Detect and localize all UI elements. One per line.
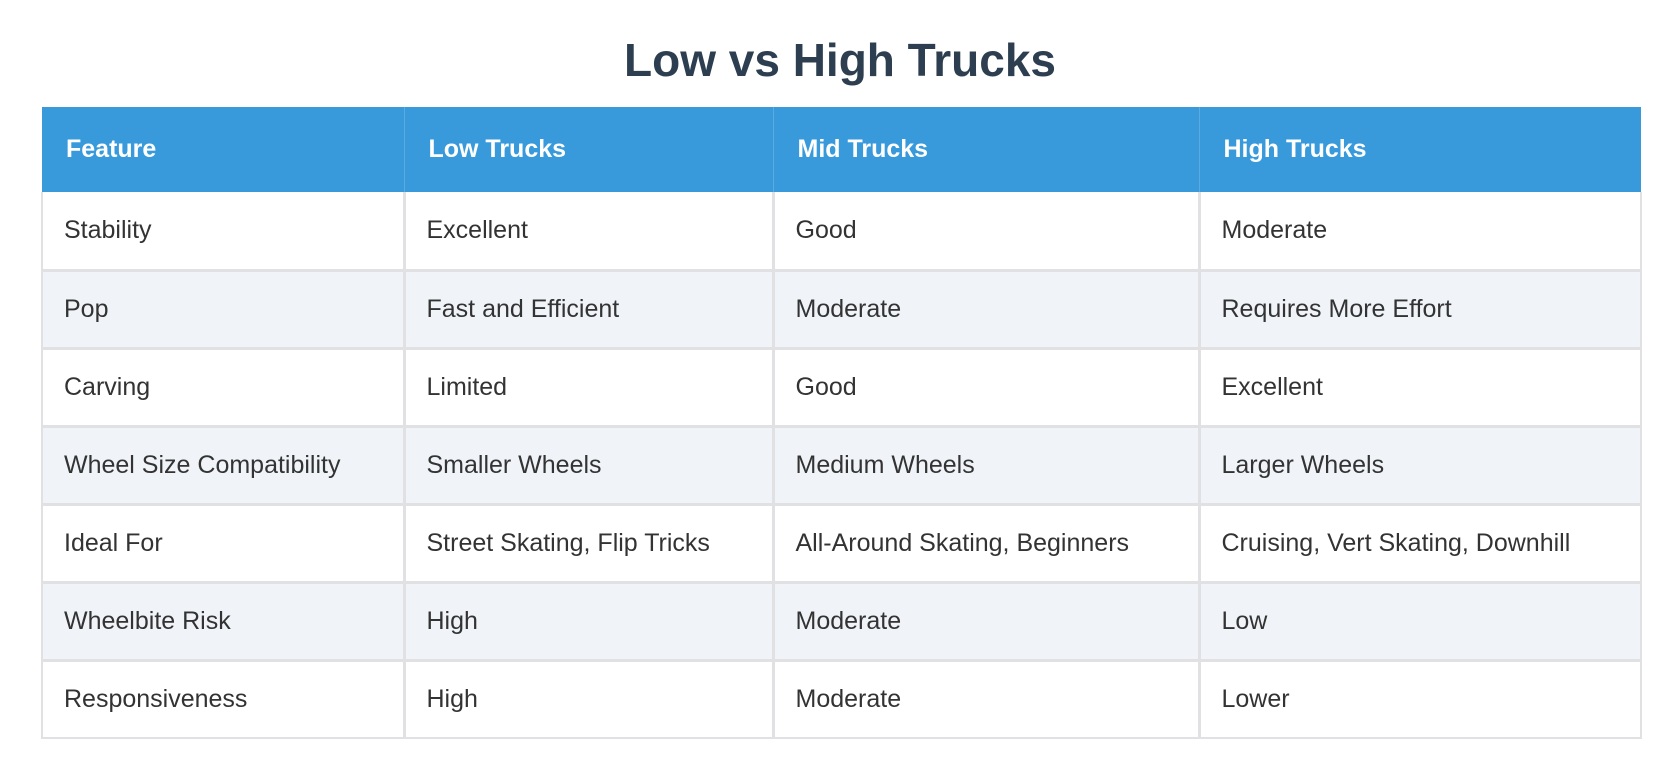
comparison-table: Feature Low Trucks Mid Trucks High Truck… <box>41 107 1642 739</box>
table-row: Wheelbite Risk High Moderate Low <box>41 580 1642 662</box>
table-cell: Cruising, Vert Skating, Downhill <box>1197 502 1642 584</box>
table-cell: Low <box>1197 580 1642 662</box>
table-cell: Limited <box>402 346 775 428</box>
table-cell: Pop <box>41 268 406 350</box>
table-cell: Good <box>771 192 1201 272</box>
table-cell: All-Around Skating, Beginners <box>771 502 1201 584</box>
table-row: Wheel Size Compatibility Smaller Wheels … <box>41 424 1642 506</box>
table-body: Stability Excellent Good Moderate Pop Fa… <box>41 192 1642 739</box>
table-cell: Excellent <box>402 192 775 272</box>
header-cell-mid-trucks: Mid Trucks <box>773 107 1200 192</box>
table-cell: Moderate <box>771 268 1201 350</box>
table-cell: Moderate <box>1197 192 1642 272</box>
table-row: Responsiveness High Moderate Lower <box>41 658 1642 739</box>
table-cell: Smaller Wheels <box>402 424 775 506</box>
table-cell: Carving <box>41 346 406 428</box>
header-cell-low-trucks: Low Trucks <box>404 107 774 192</box>
table-row: Ideal For Street Skating, Flip Tricks Al… <box>41 502 1642 584</box>
table-row: Pop Fast and Efficient Moderate Requires… <box>41 268 1642 350</box>
header-cell-feature: Feature <box>42 107 405 192</box>
table-cell: High <box>402 580 775 662</box>
table-row: Carving Limited Good Excellent <box>41 346 1642 428</box>
table-cell: Moderate <box>771 658 1201 739</box>
table-header: Feature Low Trucks Mid Trucks High Truck… <box>42 107 1641 192</box>
table-cell: Moderate <box>771 580 1201 662</box>
table-cell: Good <box>771 346 1201 428</box>
table-cell: Lower <box>1197 658 1642 739</box>
table-cell: Fast and Efficient <box>402 268 775 350</box>
table-cell: Responsiveness <box>41 658 406 739</box>
page-title: Low vs High Trucks <box>624 34 1056 86</box>
table-cell: Excellent <box>1197 346 1642 428</box>
table-cell: Larger Wheels <box>1197 424 1642 506</box>
table-cell: Requires More Effort <box>1197 268 1642 350</box>
table-cell: Medium Wheels <box>771 424 1201 506</box>
table-cell: High <box>402 658 775 739</box>
header-cell-high-trucks: High Trucks <box>1199 107 1641 192</box>
table-cell: Ideal For <box>41 502 406 584</box>
table-cell: Wheel Size Compatibility <box>41 424 406 506</box>
table-row: Stability Excellent Good Moderate <box>41 192 1642 272</box>
table-cell: Street Skating, Flip Tricks <box>402 502 775 584</box>
comparison-table-container: Feature Low Trucks Mid Trucks High Truck… <box>41 107 1642 739</box>
header-row: Feature Low Trucks Mid Trucks High Truck… <box>42 107 1641 192</box>
table-cell: Stability <box>41 192 406 272</box>
table-cell: Wheelbite Risk <box>41 580 406 662</box>
